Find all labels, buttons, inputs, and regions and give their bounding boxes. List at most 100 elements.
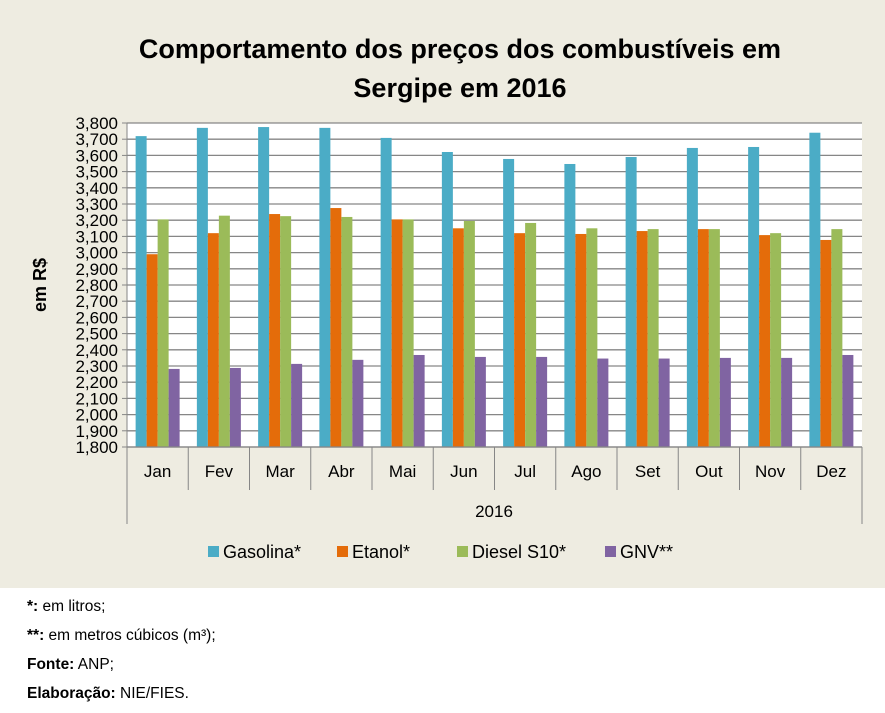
bar-diesels10-set	[647, 229, 659, 447]
bar-etanol-mai	[391, 219, 403, 447]
y-tick-label: 2,700	[75, 292, 118, 311]
y-tick-label: 2,400	[75, 341, 118, 360]
bar-etanol-out	[697, 229, 709, 447]
bar-gnv-mai	[413, 354, 425, 447]
y-tick-label: 2,900	[75, 260, 118, 279]
x-tick-label: Dez	[816, 462, 846, 481]
bar-etanol-jun	[452, 228, 464, 447]
chart-title-line-1: Comportamento dos preços dos combustívei…	[139, 34, 781, 64]
bar-diesels10-jan	[157, 219, 169, 447]
y-tick-label: 1,900	[75, 422, 118, 441]
legend-swatch	[208, 546, 219, 557]
legend-swatch	[457, 546, 468, 557]
footnote-text: em litros;	[38, 598, 106, 615]
y-tick-label: 2,800	[75, 276, 118, 295]
bar-gnv-jul	[536, 356, 548, 447]
x-tick-label: Mai	[389, 462, 416, 481]
bar-gasolina-dez	[809, 132, 821, 447]
y-tick-label: 3,100	[75, 227, 118, 246]
chart-title-line-2: Sergipe em 2016	[353, 73, 566, 103]
y-tick-label: 3,500	[75, 163, 118, 182]
y-tick-label: 3,800	[75, 114, 118, 133]
bar-gnv-jan	[168, 368, 180, 447]
bar-diesels10-jul	[525, 222, 537, 447]
bar-etanol-ago	[575, 233, 587, 447]
bar-gnv-nov	[781, 357, 793, 447]
footnote: Elaboração: NIE/FIES.	[27, 679, 216, 708]
bar-etanol-nov	[759, 235, 771, 447]
bar-diesels10-nov	[770, 233, 782, 447]
bar-gasolina-jul	[503, 158, 515, 448]
bar-gasolina-set	[625, 157, 637, 447]
bar-gasolina-jan	[135, 136, 147, 447]
footnote-text: ANP;	[74, 656, 114, 673]
bar-etanol-jul	[514, 233, 526, 447]
y-tick-label: 3,200	[75, 211, 118, 230]
bar-diesels10-fev	[218, 215, 230, 447]
bar-etanol-dez	[820, 239, 832, 447]
x-tick-label: Mar	[265, 462, 295, 481]
x-axis-group-label: 2016	[475, 502, 513, 521]
bar-etanol-set	[636, 231, 648, 447]
bar-etanol-mar	[269, 214, 281, 447]
footnote-text: NIE/FIES.	[115, 685, 189, 702]
x-axis: Jan Fev Mar Abr Mai Jun Jul Ago Set Out Nov Dez	[126, 446, 863, 524]
bar-gasolina-fev	[196, 127, 208, 448]
bar-gasolina-ago	[564, 163, 576, 447]
bar-gnv-out	[719, 357, 731, 447]
legend-swatch	[605, 546, 616, 557]
bar-gnv-set	[658, 358, 670, 447]
y-tick-label: 3,300	[75, 195, 118, 214]
bar-chart: Comportamento dos preços dos combustívei…	[30, 34, 863, 562]
x-tick-label: Fev	[205, 462, 234, 481]
x-tick-label: Jul	[514, 462, 536, 481]
x-tick-label: Set	[635, 462, 661, 481]
gridlines	[127, 122, 862, 448]
bar-gnv-dez	[842, 354, 854, 447]
legend-label: GNV**	[620, 542, 673, 562]
x-tick-label: Jan	[144, 462, 171, 481]
footnote-label: **:	[27, 627, 45, 644]
x-tick-label: Jun	[450, 462, 477, 481]
footnote-text: em metros cúbicos (m³);	[44, 627, 216, 644]
chart-area: Comportamento dos preços dos combustívei…	[0, 0, 885, 588]
y-tick-label: 2,200	[75, 373, 118, 392]
bar-etanol-fev	[207, 233, 219, 447]
bar-diesels10-ago	[586, 228, 598, 447]
bar-gasolina-out	[686, 147, 698, 447]
x-tick-label: Ago	[571, 462, 601, 481]
bar-gnv-fev	[229, 367, 241, 447]
footnote: **: em metros cúbicos (m³);	[27, 621, 216, 650]
bar-gasolina-mai	[380, 137, 392, 448]
footnote-label: Fonte:	[27, 656, 75, 673]
legend-label: Diesel S10*	[472, 542, 566, 562]
bar-gasolina-mar	[258, 127, 270, 448]
legend-label: Etanol*	[352, 542, 410, 562]
bar-diesels10-abr	[341, 216, 353, 447]
legend: Gasolina* Etanol* Diesel S10* GNV**	[208, 542, 673, 562]
bar-gnv-mar	[291, 363, 303, 447]
footnote: Fonte: ANP;	[27, 650, 216, 679]
bars	[135, 127, 854, 448]
bar-etanol-abr	[330, 208, 342, 447]
bar-gasolina-abr	[319, 127, 331, 448]
y-tick-label: 2,600	[75, 308, 118, 327]
bar-diesels10-jun	[463, 221, 475, 447]
bar-diesels10-mar	[280, 216, 292, 447]
legend-swatch	[337, 546, 348, 557]
y-tick-label: 2,100	[75, 389, 118, 408]
y-tick-label: 3,400	[75, 179, 118, 198]
bar-gasolina-jun	[441, 151, 453, 448]
bar-etanol-jan	[146, 254, 158, 447]
footnotes: *: em litros; **: em metros cúbicos (m³);…	[27, 592, 216, 708]
bar-diesels10-out	[708, 229, 720, 447]
legend-label: Gasolina*	[223, 542, 301, 562]
bar-gnv-ago	[597, 358, 609, 447]
y-tick-label: 2,300	[75, 357, 118, 376]
x-tick-label: Abr	[328, 462, 355, 481]
x-tick-label: Nov	[755, 462, 786, 481]
bar-gnv-jun	[474, 356, 486, 447]
y-tick-label: 2,500	[75, 325, 118, 344]
bar-gnv-abr	[352, 359, 364, 447]
footnote: *: em litros;	[27, 592, 216, 621]
